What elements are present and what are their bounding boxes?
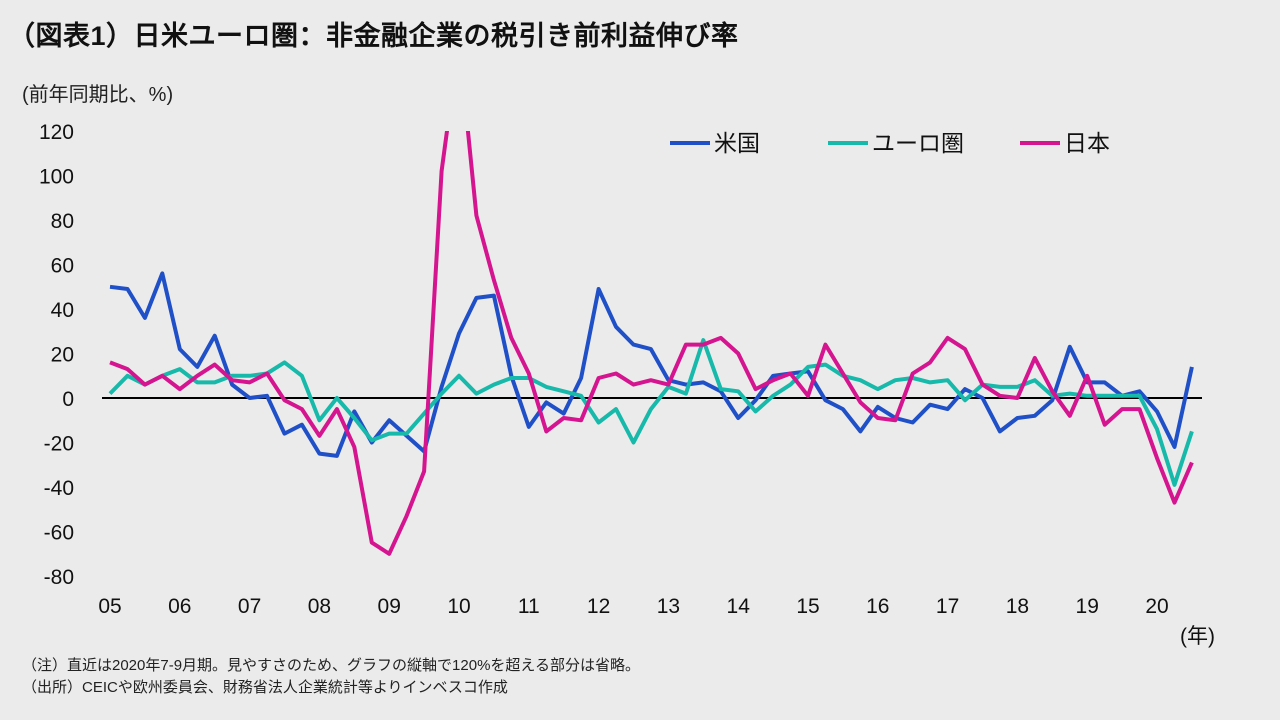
y-tick-label: 100 [39, 166, 74, 189]
chart-title: （図表1）日米ユーロ圏：非金融企業の税引き前利益伸び率 [8, 21, 739, 51]
series-line [109, 271, 1194, 458]
x-tick-label: 13 [657, 595, 680, 618]
x-tick-label: 18 [1006, 595, 1029, 618]
x-tick-label: 19 [1076, 595, 1099, 618]
x-tick-label: 08 [308, 595, 331, 618]
y-tick-label: 120 [39, 121, 74, 144]
series-lines [108, 131, 1194, 556]
y-tick-label: -40 [44, 477, 74, 500]
footnotes: （注）直近は2020年7-9月期。見やすさのため、グラフの縦軸で120%を超える… [22, 655, 640, 699]
y-tick-label: -20 [44, 433, 74, 456]
y-tick-label: 20 [51, 344, 74, 367]
legend-label: 日本 [1064, 130, 1110, 156]
y-tick-label: -60 [44, 522, 74, 545]
note-line: （注）直近は2020年7-9月期。見やすさのため、グラフの縦軸で120%を超える… [22, 657, 640, 674]
y-tick-label: 40 [51, 299, 74, 322]
y-axis-unit-label: (前年同期比、%) [22, 84, 174, 106]
series-line [109, 131, 1194, 556]
x-axis-unit-label: (年) [1180, 625, 1215, 648]
x-tick-label: 11 [518, 595, 540, 618]
x-tick-label: 20 [1145, 595, 1168, 618]
y-tick-label: -80 [44, 566, 74, 589]
x-tick-label: 12 [587, 595, 610, 618]
x-tick-label: 06 [168, 595, 191, 618]
x-tick-label: 09 [378, 595, 401, 618]
x-tick-label: 16 [866, 595, 889, 618]
source-line: （出所）CEICや欧州委員会、財務省法人企業統計等よりインベスコ作成 [22, 679, 508, 696]
x-axis: 05 06 07 08 09 10 11 12 13 14 15 16 17 18 19 20 [98, 595, 1168, 618]
y-tick-label: 60 [51, 255, 74, 278]
y-axis: 120 100 80 60 40 20 0 -20 -40 -60 -80 [39, 121, 74, 589]
x-tick-label: 14 [727, 595, 751, 618]
legend-label: 米国 [714, 130, 760, 156]
series-line [108, 338, 1194, 487]
legend: 米国 ユーロ圏 日本 [670, 130, 1110, 156]
y-tick-label: 80 [51, 210, 74, 233]
x-tick-label: 07 [238, 595, 261, 618]
x-tick-label: 10 [447, 595, 470, 618]
x-tick-label: 15 [796, 595, 819, 618]
legend-label: ユーロ圏 [872, 130, 964, 156]
x-tick-label: 05 [98, 595, 121, 618]
x-tick-label: 17 [936, 595, 959, 618]
y-tick-label: 0 [62, 388, 74, 411]
